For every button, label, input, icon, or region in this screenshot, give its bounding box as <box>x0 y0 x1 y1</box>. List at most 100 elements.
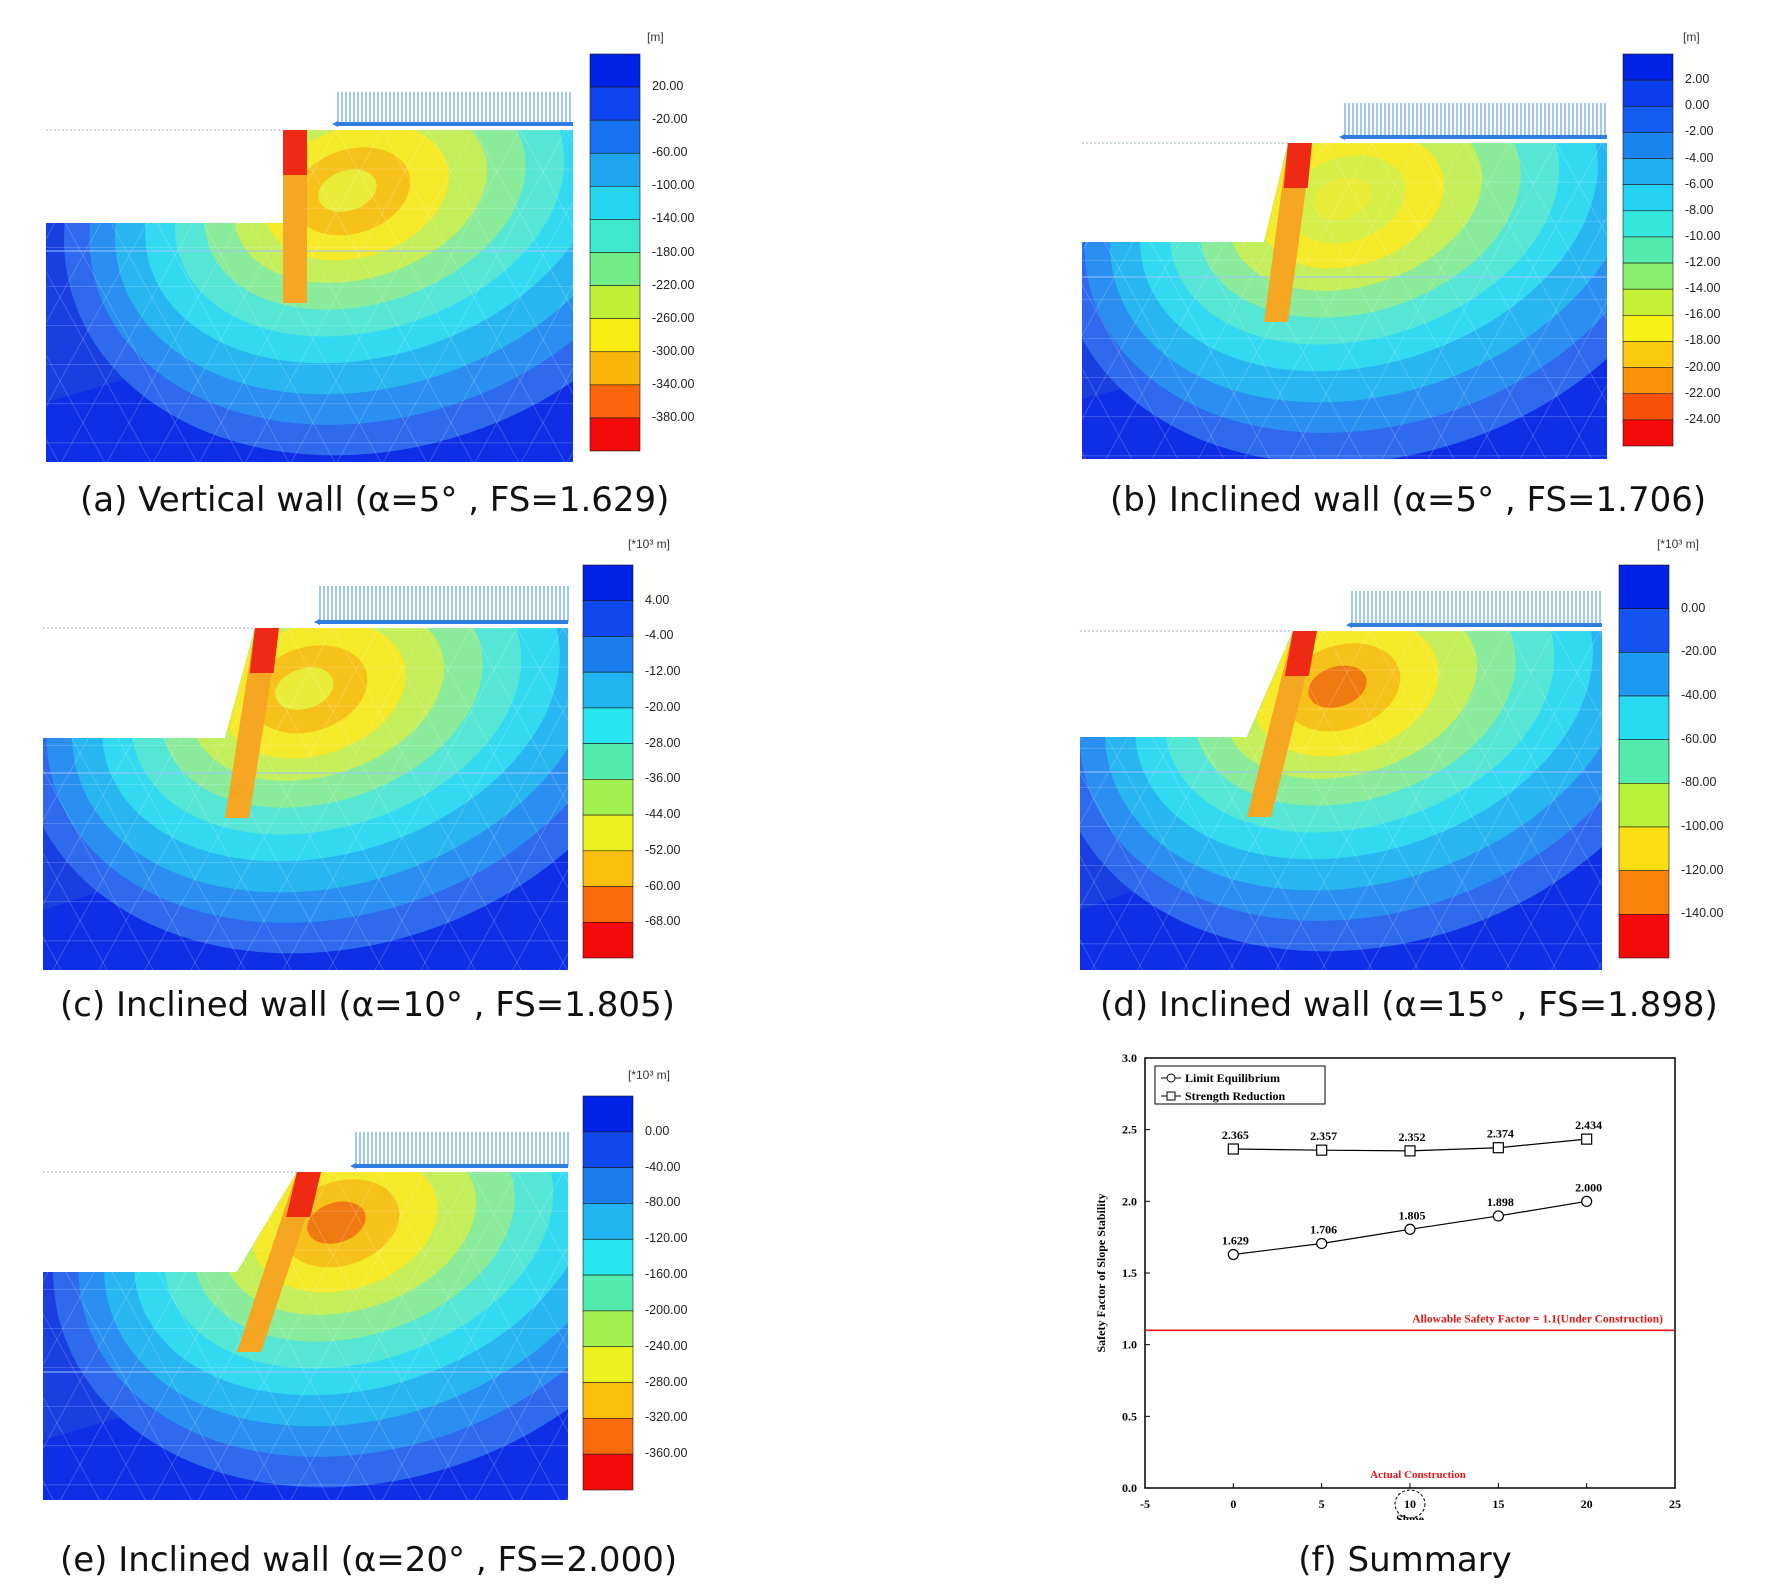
actual-construction-circle <box>1394 1489 1426 1519</box>
fem-contour-a-mesh-a <box>381 130 565 462</box>
y-tick-label: 1.0 <box>1122 1338 1137 1352</box>
fem-contour-c-mesh-b <box>466 628 568 970</box>
fem-contour-a-mesh-a <box>473 130 573 462</box>
fem-contour-d-mesh-a <box>1507 631 1602 970</box>
fem-contour-a-mesh-b <box>291 130 475 462</box>
fem-contour-e-soil <box>0 1172 800 1500</box>
fem-contour-a-mesh-b <box>475 130 573 462</box>
point-square <box>1316 1144 1328 1156</box>
fem-contour-a-mesh-a <box>427 130 573 462</box>
legend-label: -260.00 <box>652 310 695 325</box>
legend-label: -68.00 <box>645 914 681 929</box>
fem-contour-c-mesh-a <box>378 628 568 970</box>
y-tick-label: 0.0 <box>1122 1481 1137 1495</box>
legend-label: -120.00 <box>1681 862 1724 877</box>
panel-d: [*10³ m] 0.00 -20.00 -40.00 -60.00 -80.00 -10… <box>1080 537 1776 1025</box>
fem-contour-a-legend-swatch-1 <box>589 86 641 121</box>
fem-contour-a-legend-swatch-9 <box>589 351 641 386</box>
fem-contour-e-mesh-b <box>336 1172 518 1500</box>
data-label: 1.898 <box>1487 1195 1514 1209</box>
legend-label: 0.00 <box>1681 600 1706 615</box>
fem-contour-e-surcharge <box>355 1132 569 1166</box>
fem-contour-c-legend-swatch-4 <box>582 707 634 744</box>
legend-label: -36.00 <box>645 771 681 786</box>
data-label: 2.365 <box>1222 1128 1249 1142</box>
fem-contour-d-legend-swatch-5 <box>1618 783 1670 828</box>
fem-contour-e-mesh-b <box>382 1172 564 1500</box>
data-label: 2.357 <box>1310 1129 1337 1143</box>
fem-contour-e-mesh-b <box>705 1172 800 1500</box>
fem-contour-e-mesh-b <box>520 1172 568 1500</box>
legend-label: -28.00 <box>645 735 681 750</box>
fem-contour-c-band-9 <box>275 667 334 710</box>
fem-contour-e-legend-swatch-2 <box>582 1167 634 1204</box>
legend-label: -180.00 <box>652 244 695 259</box>
legend-label: -40.00 <box>645 1159 681 1174</box>
data-label: 2.434 <box>1575 1118 1602 1132</box>
fem-contour-d-wall-top <box>1284 631 1317 676</box>
fem-contour-a-mesh-a <box>46 130 105 462</box>
fem-contour-c-surcharge <box>319 586 569 622</box>
legend-label: -20.00 <box>1681 644 1717 659</box>
data-label: 1.706 <box>1310 1222 1337 1236</box>
fem-contour-d-legend-swatch-3 <box>1618 695 1670 740</box>
caption-d: (d) Inclined wall (α=15° , FS=1.898) <box>1100 985 1718 1025</box>
fem-contour-e-mesh-b <box>428 1172 568 1500</box>
fem-contour-a-wall-top <box>283 130 307 175</box>
panel-e: [*10³ m] 0.00 -40.00 -80.00 -120.00 -160.00 -… <box>0 0 800 1596</box>
legend-label: -80.00 <box>1681 775 1717 790</box>
fem-contour-d-mesh-a <box>1553 631 1602 970</box>
legend-label: -220.00 <box>652 277 695 292</box>
point-circle <box>1581 1195 1593 1207</box>
fem-contour-a-mesh-b <box>245 130 429 462</box>
data-label: 2.352 <box>1399 1130 1426 1144</box>
fem-contour-d-wall <box>1247 631 1317 817</box>
legend-label: 4.00 <box>645 592 670 607</box>
fem-contour-e-mesh-a <box>701 1172 800 1500</box>
fem-contour-c-mesh-a <box>240 628 430 970</box>
fem-contour-a <box>46 53 641 462</box>
fem-contour-e-mesh-a <box>0 1172 7 1500</box>
legend-label: -60.00 <box>652 145 688 160</box>
fem-contour-c-wall-top <box>249 628 279 673</box>
legend-marker-circle <box>1166 1073 1176 1083</box>
fem-contour-c-legend-swatch-10 <box>582 921 634 959</box>
fem-contour-d-mesh-a <box>1738 631 1776 970</box>
y-axis-label: Safety Factor of Slope Stability <box>1094 1193 1108 1352</box>
fem-contour-c-mesh-a <box>43 628 154 970</box>
legend-label: -140.00 <box>1681 906 1724 921</box>
fem-contour-d-mesh-a <box>1323 631 1511 970</box>
fem-contour-c-legend-swatch-6 <box>582 779 634 816</box>
legend-label: -140.00 <box>652 211 695 226</box>
fem-contour-c-surcharge-base <box>320 620 568 624</box>
fem-contour-a-mesh-a <box>46 130 151 462</box>
plot-frame <box>1144 1057 1676 1489</box>
fem-contour-c-mesh-b <box>512 628 568 970</box>
fem-contour-a-legend-swatch-11 <box>589 417 641 452</box>
caption-e: (e) Inclined wall (α=20° , FS=2.000) <box>60 1540 678 1580</box>
legend-label: -12.00 <box>645 664 681 679</box>
x-tick-label: -5 <box>1140 1497 1150 1511</box>
legend-label: -340.00 <box>652 376 695 391</box>
fem-contour-d-mesh-b <box>1551 631 1602 970</box>
legend-label: -80.00 <box>645 1195 681 1210</box>
fem-contour-a-surcharge <box>337 92 571 124</box>
fem-contour-e-mesh-b <box>613 1172 793 1500</box>
fem-contour-c-mesh-b <box>328 628 518 970</box>
fem-contour-e-mesh-a <box>378 1172 560 1500</box>
fem-contour-d-mesh-b <box>1459 631 1602 970</box>
fem-contour-c-mesh-b <box>236 628 426 970</box>
y-tick-label: 2.5 <box>1122 1123 1137 1137</box>
fem-contour-a-legend-swatch-2 <box>589 119 641 154</box>
fem-contour-e-legend-swatch-10 <box>582 1453 634 1491</box>
legend-label: -200.00 <box>645 1302 688 1317</box>
x-tick-label: 5 <box>1319 1497 1325 1511</box>
fem-contour-d-mesh-a <box>1369 631 1557 970</box>
fem-contour-c-legend-swatch-1 <box>582 600 634 637</box>
fem-contour-c-legend-swatch-7 <box>582 814 634 852</box>
fem-contour-e-legend-swatch-3 <box>582 1203 634 1240</box>
fem-contour-d-legend-swatch-1 <box>1618 608 1670 653</box>
fem-contour-e-mesh-a <box>240 1172 422 1500</box>
y-tick-label: 3.0 <box>1122 1051 1137 1065</box>
fem-contour-e-legend-swatch-9 <box>582 1418 634 1455</box>
